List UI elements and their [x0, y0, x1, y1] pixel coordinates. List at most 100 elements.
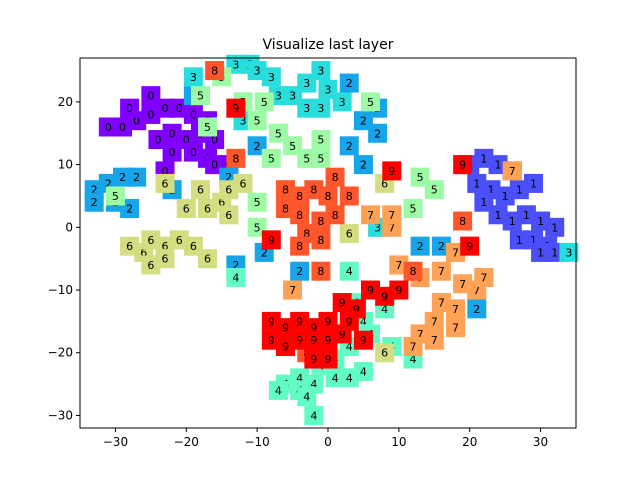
data-point-9: 9 — [339, 311, 359, 331]
point-label: 9 — [346, 315, 353, 328]
point-label: 6 — [239, 177, 246, 190]
point-label: 3 — [289, 90, 296, 103]
point-label: 6 — [218, 196, 225, 209]
point-marker — [424, 180, 444, 200]
data-point-3: 3 — [311, 98, 331, 118]
point-marker — [219, 205, 239, 225]
data-point-9: 9 — [261, 230, 281, 250]
point-label: 6 — [147, 259, 154, 272]
point-label: 9 — [466, 240, 473, 253]
data-point-9: 9 — [382, 161, 402, 181]
point-label: 9 — [325, 315, 332, 328]
data-point-8: 8 — [290, 236, 310, 256]
data-point-2: 2 — [84, 192, 104, 212]
point-label: 5 — [254, 115, 261, 128]
point-label: 8 — [296, 240, 303, 253]
point-label: 5 — [254, 221, 261, 234]
data-point-4: 4 — [268, 380, 288, 400]
point-label: 2 — [133, 171, 140, 184]
point-label: 7 — [431, 334, 438, 347]
point-marker — [247, 192, 267, 212]
point-label: 3 — [303, 102, 310, 115]
data-point-5: 5 — [261, 148, 281, 168]
point-label: 6 — [190, 240, 197, 253]
point-marker — [297, 387, 317, 407]
data-point-0: 0 — [141, 86, 161, 106]
data-point-6: 6 — [155, 173, 175, 193]
point-label: 9 — [282, 340, 289, 353]
point-marker — [98, 117, 118, 137]
point-label: 5 — [289, 140, 296, 153]
data-point-7: 7 — [403, 336, 423, 356]
point-label: 3 — [268, 71, 275, 84]
point-label: 6 — [204, 253, 211, 266]
point-marker — [403, 199, 423, 219]
point-label: 0 — [126, 102, 133, 115]
data-point-7: 7 — [431, 261, 451, 281]
point-label: 7 — [431, 315, 438, 328]
point-marker — [183, 67, 203, 87]
point-marker — [226, 148, 246, 168]
point-label: 4 — [303, 391, 310, 404]
data-point-5: 5 — [247, 111, 267, 131]
point-label: 6 — [140, 246, 147, 259]
point-marker — [311, 61, 331, 81]
point-marker — [261, 67, 281, 87]
y-tick-label: −10 — [48, 283, 73, 297]
point-label: 5 — [112, 190, 119, 203]
point-label: 2 — [374, 127, 381, 140]
point-marker — [233, 173, 253, 193]
point-label: 7 — [480, 271, 487, 284]
point-label: 9 — [268, 234, 275, 247]
data-point-8: 8 — [339, 186, 359, 206]
point-marker — [474, 267, 494, 287]
point-label: 2 — [360, 159, 367, 172]
data-point-7: 7 — [361, 205, 381, 225]
point-label: 2 — [254, 140, 261, 153]
point-label: 2 — [91, 196, 98, 209]
y-tick-label: 10 — [58, 158, 73, 172]
point-label: 4 — [296, 372, 303, 385]
point-marker — [311, 261, 331, 281]
data-point-2: 2 — [290, 261, 310, 281]
data-point-6: 6 — [198, 249, 218, 269]
point-label: 1 — [495, 159, 502, 172]
point-marker — [155, 249, 175, 269]
data-point-9: 9 — [389, 280, 409, 300]
point-label: 4 — [346, 265, 353, 278]
point-marker — [502, 161, 522, 181]
point-label: 6 — [162, 253, 169, 266]
point-label: 2 — [360, 115, 367, 128]
x-tick-label: −20 — [174, 435, 199, 449]
point-label: 8 — [346, 190, 353, 203]
point-label: 9 — [339, 328, 346, 341]
data-point-8: 8 — [325, 167, 345, 187]
point-marker — [190, 86, 210, 106]
point-label: 2 — [473, 303, 480, 316]
point-marker — [389, 280, 409, 300]
point-label: 6 — [381, 177, 388, 190]
data-point-9: 9 — [453, 155, 473, 175]
point-label: 9 — [296, 315, 303, 328]
point-label: 1 — [537, 246, 544, 259]
point-label: 8 — [317, 265, 324, 278]
point-label: 7 — [473, 284, 480, 297]
point-label: 8 — [325, 190, 332, 203]
data-point-8: 8 — [318, 186, 338, 206]
point-marker — [382, 161, 402, 181]
point-label: 9 — [310, 322, 317, 335]
point-label: 0 — [211, 159, 218, 172]
point-label: 9 — [459, 159, 466, 172]
point-label: 9 — [310, 334, 317, 347]
point-marker — [261, 230, 281, 250]
point-label: 2 — [91, 184, 98, 197]
point-marker — [268, 380, 288, 400]
point-label: 8 — [332, 209, 339, 222]
point-label: 9 — [388, 165, 395, 178]
data-point-5: 5 — [105, 186, 125, 206]
point-marker — [247, 111, 267, 131]
point-label: 5 — [317, 134, 324, 147]
point-label: 2 — [438, 240, 445, 253]
point-label: 9 — [339, 297, 346, 310]
point-label: 3 — [339, 96, 346, 109]
